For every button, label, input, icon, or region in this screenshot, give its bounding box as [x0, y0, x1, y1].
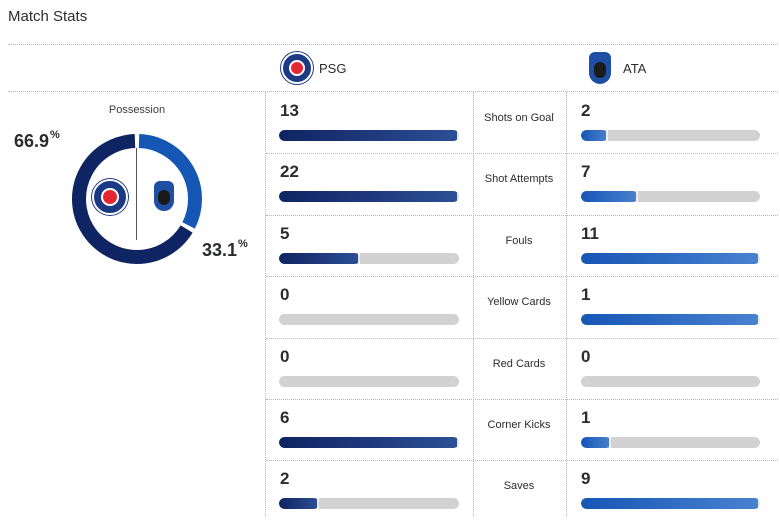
stat-row: 2 Saves 9 — [266, 460, 778, 521]
away-stat-value: 1 — [581, 408, 591, 427]
home-stat-value: 2 — [280, 469, 290, 488]
home-stat-bar — [279, 437, 459, 448]
home-stat-value: 22 — [280, 162, 299, 181]
home-stat-value: 0 — [280, 285, 290, 304]
row-divider — [266, 276, 778, 277]
home-stat-bar-fill — [279, 191, 459, 202]
away-stat-bar — [581, 191, 760, 202]
home-stat-bar-fill — [279, 498, 319, 509]
stat-row: 0 Yellow Cards 1 — [266, 276, 778, 337]
home-stat-bar — [279, 191, 459, 202]
psg-crest-icon — [281, 52, 313, 84]
away-stat-bar-fill — [581, 130, 608, 141]
away-stat-value: 7 — [581, 162, 591, 181]
stat-label: Corner Kicks — [487, 419, 551, 431]
home-stat-bar — [279, 314, 459, 325]
away-stat-value: 11 — [581, 224, 599, 243]
home-stat-bar — [279, 376, 459, 387]
row-divider — [266, 215, 778, 216]
psg-crest-icon — [92, 179, 128, 215]
away-stat-bar-fill — [581, 437, 612, 448]
away-stat-bar-fill — [581, 314, 760, 325]
home-stat-value: 13 — [280, 101, 299, 120]
stat-row: 5 Fouls 11 — [266, 215, 778, 276]
away-stat-bar — [581, 376, 760, 387]
row-divider — [266, 399, 778, 400]
away-stat-value: 2 — [581, 101, 591, 120]
stat-label: Shots on Goal — [484, 112, 554, 124]
home-team-header: PSG — [281, 52, 346, 84]
stat-label: Fouls — [505, 235, 533, 247]
away-stat-bar — [581, 498, 760, 509]
stat-label: Shot Attempts — [484, 173, 554, 185]
column-divider — [265, 92, 266, 516]
home-stat-bar — [279, 253, 459, 264]
away-stat-bar — [581, 253, 760, 264]
row-divider — [266, 153, 778, 154]
stat-row: 6 Corner Kicks 1 — [266, 399, 778, 460]
section-title: Match Stats — [8, 8, 88, 25]
home-stat-bar-fill — [279, 437, 459, 448]
away-stat-value: 0 — [581, 347, 591, 366]
possession-donut-chart — [72, 134, 202, 264]
stat-label: Saves — [503, 480, 535, 492]
home-possession-value: 66.9% — [14, 129, 60, 151]
stat-label: Yellow Cards — [487, 296, 551, 308]
away-possession-arc — [138, 134, 202, 229]
home-stat-bar-fill — [279, 253, 360, 264]
atalanta-crest-icon — [154, 181, 174, 211]
home-team-name: PSG — [319, 60, 347, 76]
away-stat-bar — [581, 130, 760, 141]
away-stat-value: 1 — [581, 285, 591, 304]
home-stat-bar — [279, 130, 459, 141]
row-divider — [266, 338, 778, 339]
header-divider — [8, 44, 778, 45]
possession-label: Possession — [108, 104, 166, 116]
home-stat-bar-fill — [279, 130, 459, 141]
away-stat-bar — [581, 437, 760, 448]
home-stat-value: 5 — [280, 224, 290, 243]
away-team-header: ATA — [589, 52, 646, 84]
stat-label: Red Cards — [492, 358, 546, 370]
column-divider — [566, 92, 567, 516]
away-team-name: ATA — [623, 60, 647, 76]
away-stat-bar — [581, 314, 760, 325]
table-top-divider — [8, 91, 778, 92]
stat-row: 13 Shots on Goal 2 — [266, 92, 778, 153]
home-stat-value: 0 — [280, 347, 290, 366]
away-stat-bar-fill — [581, 191, 639, 202]
row-divider — [266, 460, 778, 461]
home-stat-bar — [279, 498, 459, 509]
donut-center-divider — [136, 148, 137, 240]
away-stat-value: 9 — [581, 469, 591, 488]
column-divider — [473, 92, 474, 516]
stat-row: 0 Red Cards 0 — [266, 338, 778, 399]
away-stat-bar-fill — [581, 253, 760, 264]
stat-row: 22 Shot Attempts 7 — [266, 153, 778, 214]
away-stat-bar-fill — [581, 498, 760, 509]
atalanta-crest-icon — [589, 52, 611, 84]
home-stat-value: 6 — [280, 408, 290, 427]
home-possession-arc — [72, 134, 193, 264]
away-possession-value: 33.1% — [202, 238, 248, 260]
